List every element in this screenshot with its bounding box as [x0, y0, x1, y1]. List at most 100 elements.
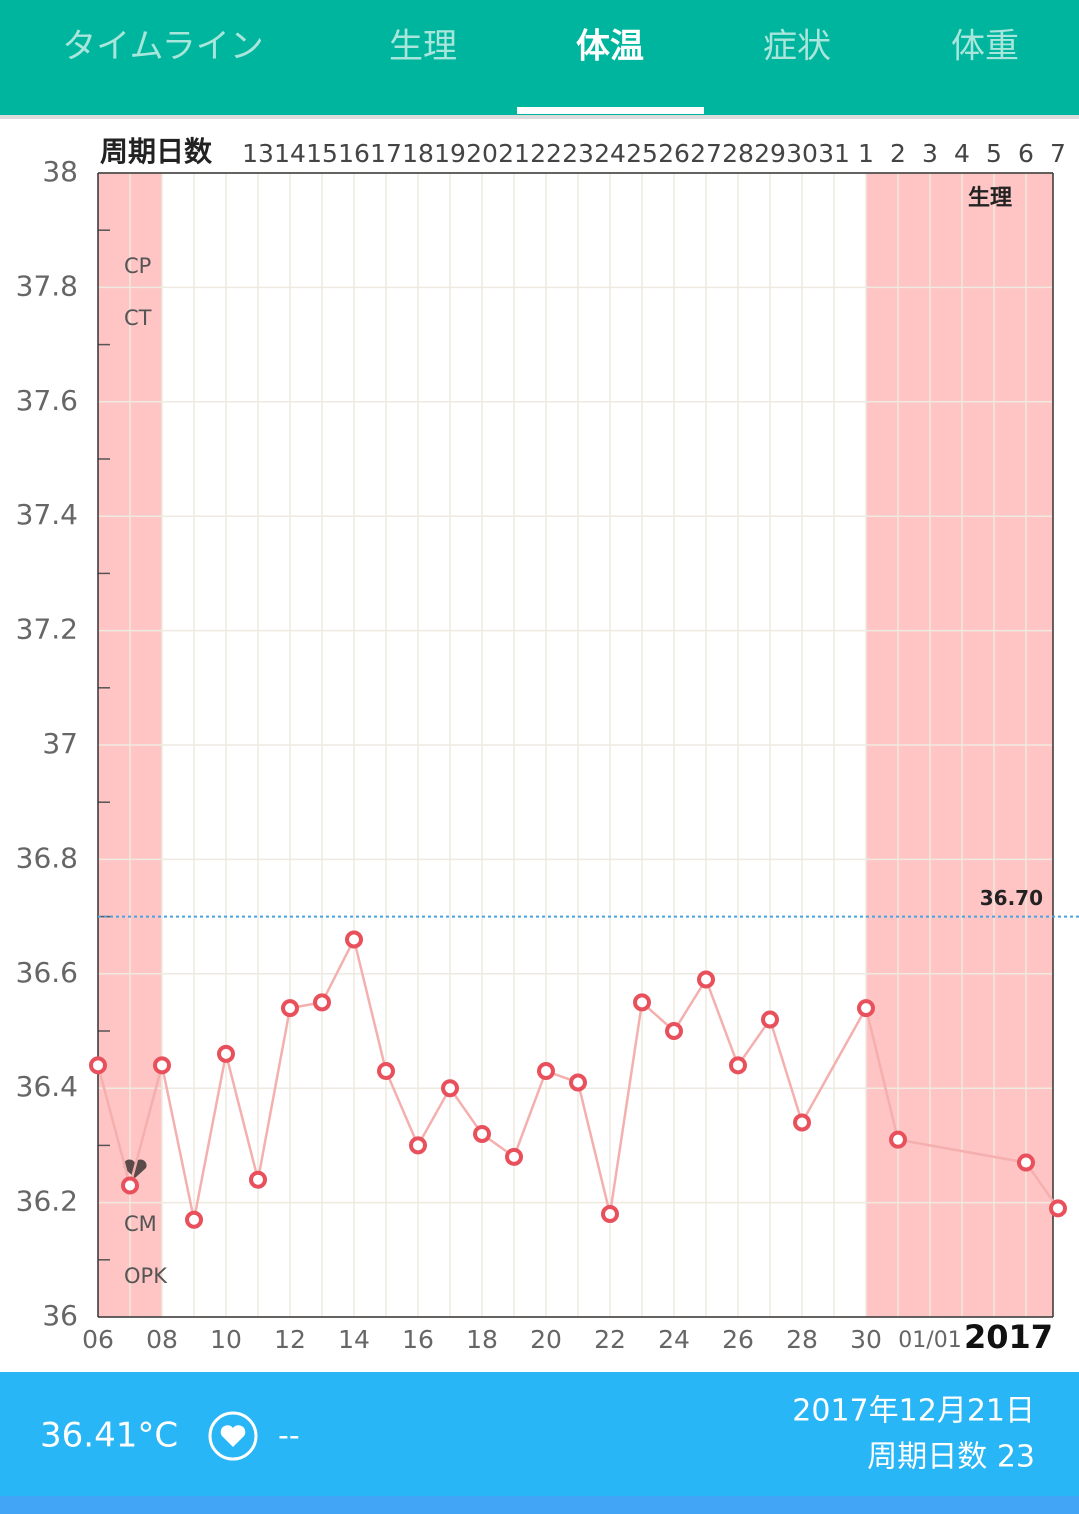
line-segment	[736, 1018, 772, 1067]
data-point	[185, 1210, 203, 1229]
y-tick-label: 38	[42, 155, 78, 188]
y-tick-label: 37.4	[16, 498, 78, 531]
tab[interactable]: 体重	[951, 27, 1019, 67]
cycle-day-label: 30	[786, 139, 818, 168]
data-point	[377, 1062, 395, 1081]
y-tick-label: 36.8	[16, 841, 78, 874]
cycle-day-label: 1	[858, 139, 874, 168]
tab-bar	[0, 0, 1079, 115]
data-point	[441, 1079, 459, 1098]
y-tick-label: 36.2	[16, 1185, 78, 1218]
data-point	[217, 1044, 235, 1063]
x-tick-label: 10	[210, 1325, 242, 1354]
cycle-day-label: 6	[1018, 139, 1034, 168]
tab[interactable]: 体温	[576, 27, 644, 67]
heart-button[interactable]	[208, 1411, 258, 1461]
cycle-label: 周期日数	[100, 135, 213, 168]
cycle-day-label: 20	[466, 139, 498, 168]
cycle-day-label: 21	[498, 139, 530, 168]
footer-strip	[0, 1496, 1079, 1514]
x-tick-label: 26	[722, 1325, 754, 1354]
data-point	[857, 999, 875, 1018]
line-segment	[897, 1138, 1027, 1164]
cycle-day-label: 22	[530, 139, 562, 168]
x-tick-label: 28	[786, 1325, 818, 1354]
x-tick-label: 16	[402, 1325, 434, 1354]
line-segment	[448, 1087, 484, 1135]
y-tick-label: 37.2	[16, 613, 78, 646]
line-segment	[160, 1065, 196, 1221]
cycle-day-label: 26	[658, 139, 690, 168]
line-segment	[1024, 1161, 1060, 1210]
cycle-label-bg	[96, 132, 234, 172]
x-tick-label: 01/01	[898, 1328, 961, 1353]
line-segment	[416, 1087, 452, 1147]
cycle-day-label: 19	[434, 139, 466, 168]
temperature: 36.41°C	[40, 1416, 178, 1456]
data-point	[697, 970, 715, 989]
tab[interactable]: タイムライン	[62, 27, 264, 67]
data-point	[409, 1136, 427, 1155]
cycle-day-label: 27	[690, 139, 722, 168]
heart-icon	[220, 1425, 246, 1447]
cycle-day-label: 14	[274, 139, 306, 168]
y-tick-label: 36	[42, 1299, 78, 1332]
x-tick-label: 22	[594, 1325, 626, 1354]
x-tick-label: 20	[530, 1325, 562, 1354]
row-label: CM	[124, 1212, 157, 1236]
y-tick-label: 36.6	[16, 956, 78, 989]
data-point	[793, 1113, 811, 1132]
footer-bar	[0, 1372, 1079, 1496]
data-point	[1049, 1199, 1067, 1218]
x-tick-label: 06	[82, 1325, 114, 1354]
cycle-day-label: 24	[594, 139, 626, 168]
tab[interactable]: 症状	[763, 27, 831, 67]
line-segment	[864, 1007, 900, 1140]
line-segment	[512, 1070, 548, 1158]
tab-shadow	[0, 115, 1079, 119]
cycle-day-label: 18	[402, 139, 434, 168]
tab[interactable]: 生理	[389, 27, 457, 67]
data-point	[601, 1205, 619, 1224]
line-segment	[672, 978, 708, 1032]
cycle-day: 周期日数 23	[867, 1440, 1035, 1475]
cycle-day-label: 13	[242, 139, 274, 168]
data-point	[505, 1147, 523, 1166]
heart-status: --	[278, 1419, 300, 1454]
data-point	[665, 1022, 683, 1040]
data-point	[345, 930, 363, 949]
data-point	[121, 1176, 139, 1195]
cycle-day-label: 29	[754, 139, 786, 168]
line-segment	[192, 1053, 228, 1220]
cycle-day-label: 5	[986, 139, 1002, 168]
cycle-day-label: 15	[306, 139, 338, 168]
cycle-day-label: 23	[562, 139, 594, 168]
y-tick-label: 37.6	[16, 384, 78, 417]
tab-indicator	[517, 107, 704, 114]
cycle-day-label: 25	[626, 139, 658, 168]
cycle-day-label: 17	[370, 139, 402, 168]
line-segment	[608, 1002, 644, 1215]
y-tick-label: 36.4	[16, 1070, 78, 1103]
data-point	[313, 993, 331, 1012]
x-tick-label: 08	[146, 1325, 178, 1354]
line-segment	[384, 1070, 420, 1146]
period-label: 生理	[968, 186, 1012, 211]
data-point	[889, 1130, 907, 1149]
line-segment	[96, 1064, 132, 1186]
row-label: OPK	[124, 1264, 168, 1288]
cycle-day-label: 3	[922, 139, 938, 168]
row-label: CT	[124, 306, 152, 330]
line-segment	[768, 1019, 804, 1123]
line-segment	[352, 939, 388, 1072]
data-point	[249, 1170, 267, 1189]
data-point	[729, 1056, 747, 1075]
data-point	[537, 1062, 555, 1081]
y-tick-label: 37	[42, 727, 78, 760]
date: 2017年12月21日	[792, 1394, 1035, 1429]
cycle-day-label: 2	[890, 139, 906, 168]
line-segment	[800, 1007, 868, 1124]
data-point	[89, 1056, 107, 1075]
line-segment	[256, 1007, 292, 1180]
